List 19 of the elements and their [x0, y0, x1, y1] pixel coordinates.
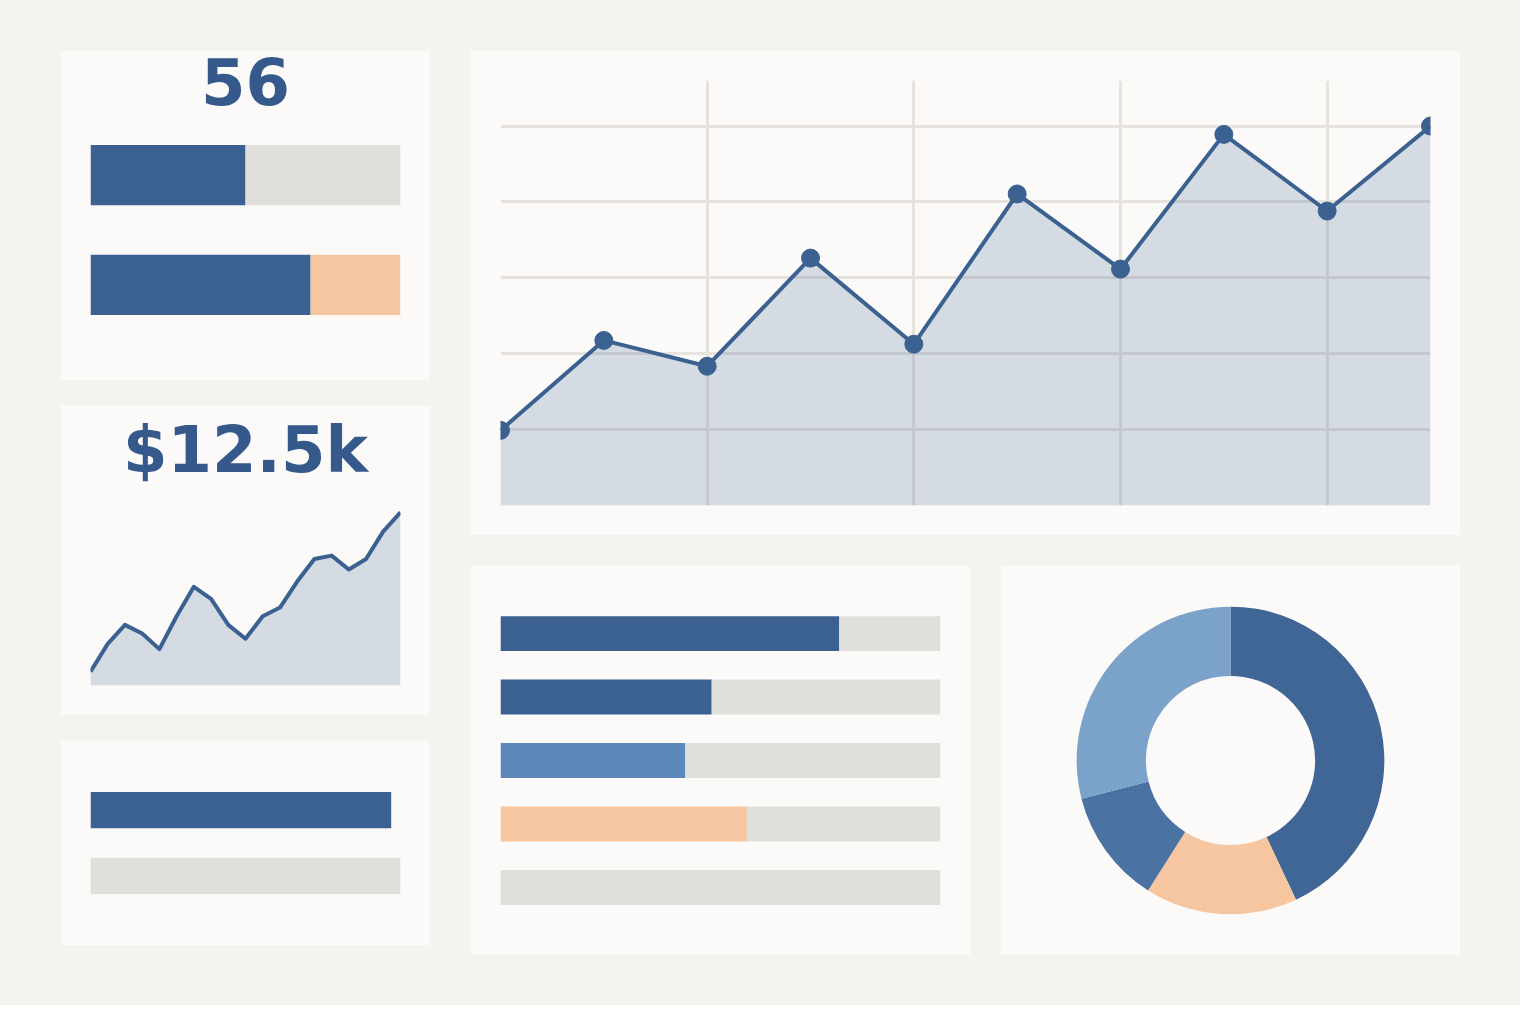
point	[594, 330, 614, 350]
point	[1317, 201, 1337, 221]
bar	[500, 743, 686, 778]
point	[1214, 124, 1234, 144]
bar	[711, 679, 941, 715]
point	[697, 356, 717, 376]
bar	[685, 743, 941, 778]
point	[904, 334, 924, 354]
bar	[839, 616, 941, 652]
bar	[500, 806, 747, 842]
chart-title: $12.5k	[123, 412, 370, 487]
bar	[500, 679, 712, 715]
bar	[746, 806, 941, 842]
point	[801, 248, 820, 268]
point	[1111, 259, 1130, 279]
point	[1007, 184, 1027, 204]
bar	[500, 869, 941, 905]
bar	[500, 616, 840, 652]
chart-title: 56	[200, 45, 291, 120]
